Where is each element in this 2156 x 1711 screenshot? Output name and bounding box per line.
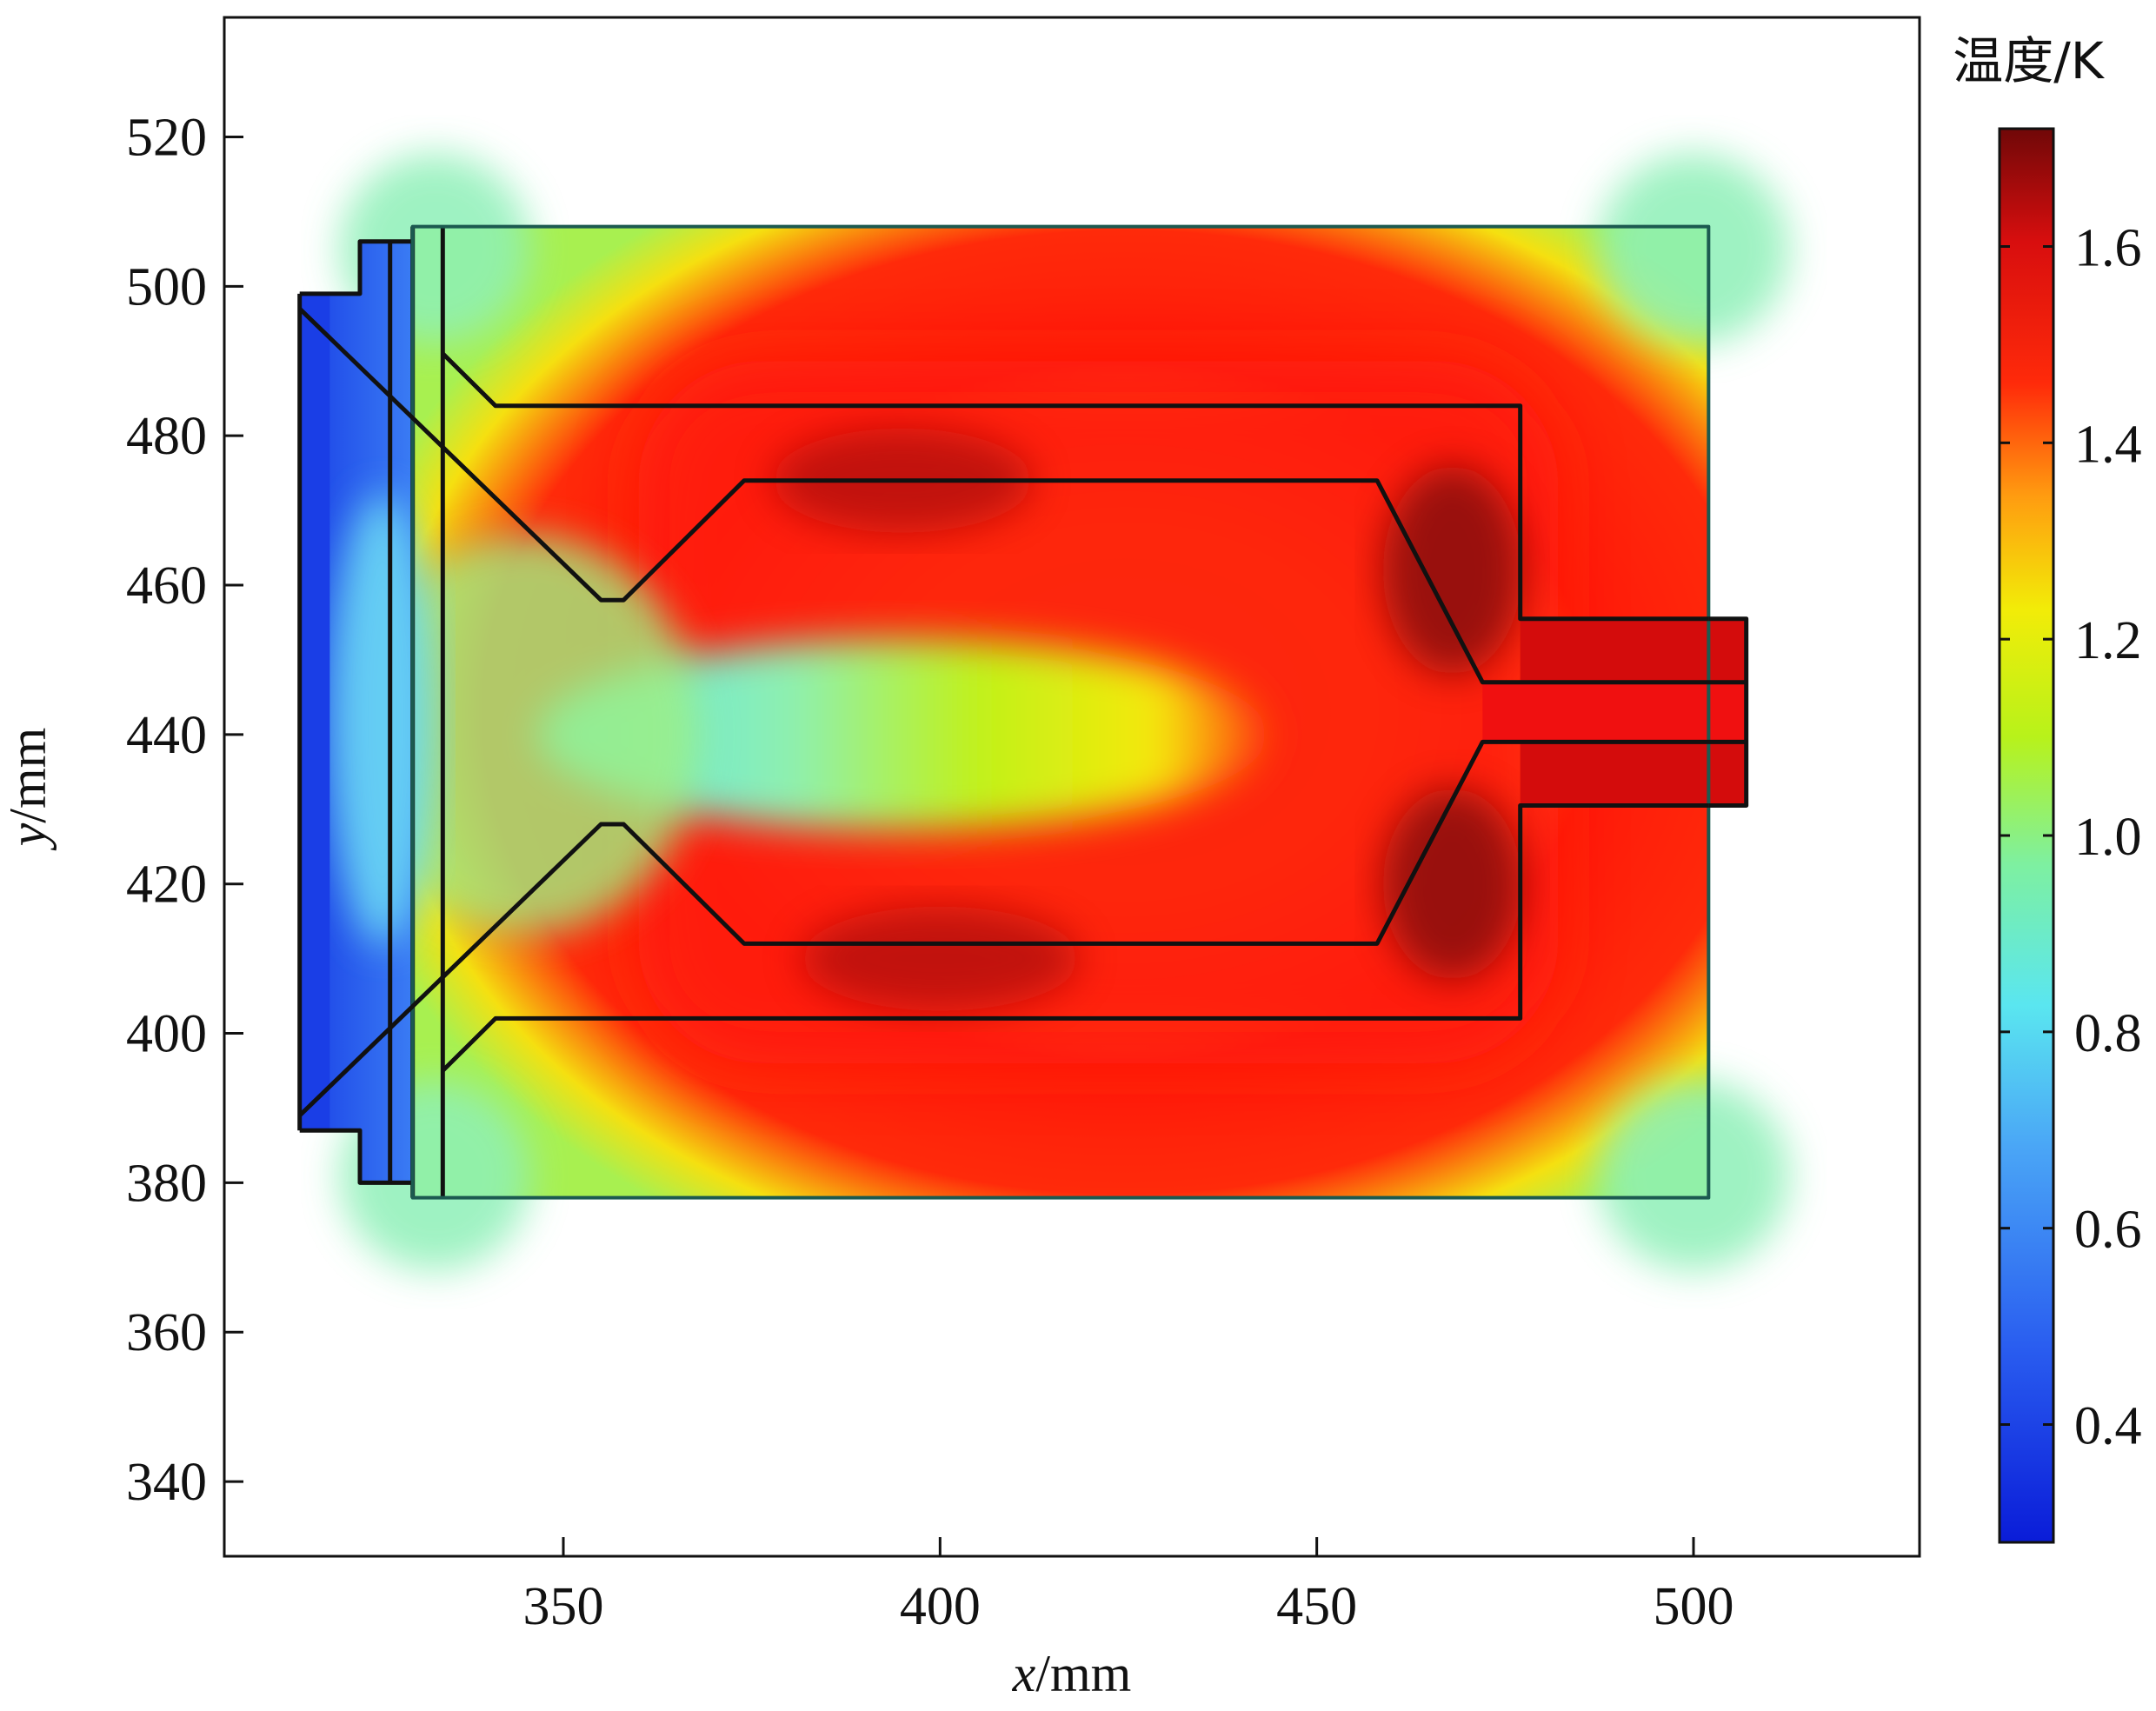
geometry-outlines [297, 224, 1749, 1200]
colorbar: 温度/K 0.4 0.6 0.8 1.0 1.2 1.4 1.6 [1953, 31, 2142, 1544]
y-tick-label: 440 [126, 706, 207, 765]
y-tick-label: 400 [126, 1005, 207, 1064]
y-tick-label: 480 [126, 407, 207, 466]
colorbar-tick-label: 1.0 [2074, 808, 2142, 867]
colorbar-tick-label: 0.4 [2074, 1397, 2142, 1456]
x-tick-label: 350 [523, 1577, 604, 1636]
x-tick-label: 500 [1654, 1577, 1734, 1636]
y-axis: 340 360 380 400 420 440 460 480 500 520 [126, 108, 243, 1512]
colorbar-tick-label: 0.6 [2074, 1201, 2142, 1260]
y-axis-title: y/mm [0, 728, 57, 852]
colorbar-tick-label: 1.6 [2074, 219, 2142, 278]
y-tick-label: 340 [126, 1453, 207, 1512]
colorbar-title: 温度/K [1953, 31, 2106, 90]
x-tick-label: 400 [900, 1577, 981, 1636]
y-tick-label: 420 [126, 856, 207, 915]
y-tick-label: 520 [126, 108, 207, 167]
heatmap-field [299, 153, 1789, 1271]
y-tick-label: 500 [126, 257, 207, 316]
x-tick-label: 450 [1276, 1577, 1357, 1636]
x-axis: 350 400 450 500 [523, 1537, 1734, 1636]
colorbar-tick-label: 0.8 [2074, 1004, 2142, 1063]
y-tick-label: 360 [126, 1303, 207, 1362]
y-tick-label: 460 [126, 556, 207, 616]
y-tick-label: 380 [126, 1154, 207, 1213]
colorbar-tick-label: 1.4 [2074, 415, 2142, 474]
x-axis-title: x/mm [1012, 1645, 1132, 1702]
colorbar-tick-label: 1.2 [2074, 611, 2142, 670]
